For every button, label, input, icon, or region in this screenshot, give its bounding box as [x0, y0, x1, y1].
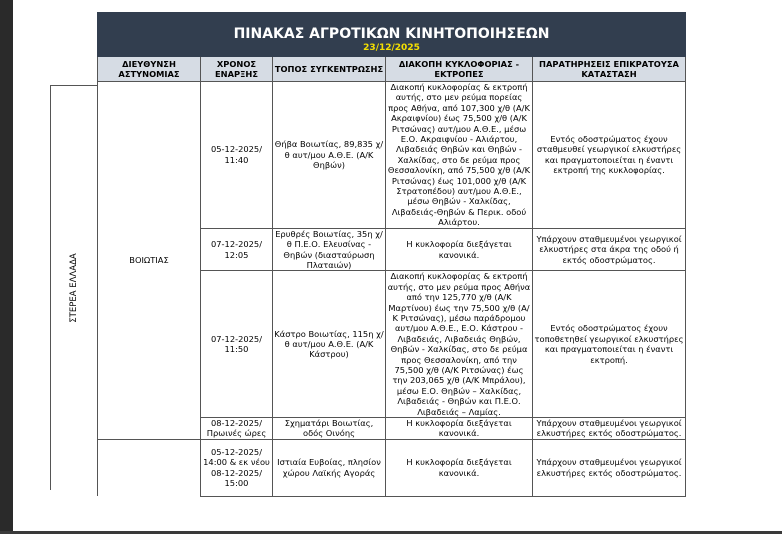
- place-cell: Σχηματάρι Βοιωτίας, οδός Οινόης: [272, 417, 386, 440]
- notes-cell: Υπάρχουν σταθμευμένοι γεωργικοί ελκυστήρ…: [531, 227, 687, 272]
- place-cell: Ιστιαία Ευβοίας, πλησίον χώρου Λαϊκής Αγ…: [272, 438, 386, 497]
- time-cell: 08-12-2025/ Πρωινές ώρες: [200, 417, 273, 440]
- header-traffic: ΔΙΑΚΟΠΗ ΚΥΚΛΟΦΟΡΙΑΣ - ΕΚΤΡΟΠΕΣ: [385, 56, 533, 82]
- notes-cell: Εντός οδοστρώματος έχουν σταθμευθεί γεωρ…: [531, 81, 687, 229]
- table-row: 07-12-2025/ 11:50 Κάστρο Βοιωτίας, 115η …: [98, 270, 687, 418]
- notes-cell: Υπάρχουν σταθμευμένοι γεωργικοί ελκυστήρ…: [531, 438, 687, 497]
- table-row: ΒΟΙΩΤΙΑΣ 05-12-2025/ 11:40 Θήβα Βοιωτίας…: [97, 81, 687, 440]
- header-location: ΤΟΠΟΣ ΣΥΓΚΕΝΤΡΩΣΗΣ: [272, 56, 386, 82]
- place-cell: Κάστρο Βοιωτίας, 115η χ/θ αυτ/μου Α.Θ.Ε.…: [272, 270, 386, 418]
- notes-cell: Εντός οδοστρώματος έχουν τοποθετηθεί γεω…: [531, 270, 687, 418]
- region-cell: ΣΤΕΡΕΑ ΕΛΛΑΔΑ: [50, 85, 97, 490]
- header-row: ΔΙΕΥΘΥΝΣΗ ΑΣΤΥΝΟΜΙΑΣ ΧΡΟΝΟΣ ΕΝΑΡΞΗΣ ΤΟΠΟ…: [97, 56, 687, 82]
- farmer-mobilizations-table: ΠΙΝΑΚΑΣ ΑΓΡΟΤΙΚΩΝ ΚΙΝΗΤΟΠΟΙΗΣΕΩΝ 23/12/2…: [96, 12, 687, 497]
- directorate-cell: ΒΟΙΩΤΙΑΣ: [97, 81, 201, 440]
- table-row: 05-12-2025/ 14:00 & εκ νέου 08-12-2025/ …: [97, 438, 687, 497]
- place-cell: Θήβα Βοιωτίας, 89,835 χ/θ αυτ/μου Α.Θ.Ε.…: [272, 81, 386, 229]
- traffic-cell: Η κυκλοφορία διεξάγεται κανονικά.: [385, 438, 533, 497]
- traffic-cell: Διακοπή κυκλοφορίας & εκτροπή αυτής, στο…: [385, 81, 533, 229]
- traffic-cell: Διακοπή κυκλοφορίας & εκτροπή αυτής, στο…: [385, 270, 533, 418]
- table-row: 07-12-2025/ 12:05 Ερυθρές Βοιωτίας, 35η …: [98, 227, 687, 272]
- header-directorate: ΔΙΕΥΘΥΝΣΗ ΑΣΤΥΝΟΜΙΑΣ: [97, 56, 201, 82]
- time-cell: 07-12-2025/ 12:05: [200, 227, 273, 272]
- table-date: 23/12/2025: [96, 39, 687, 57]
- time-cell: 05-12-2025/ 11:40: [200, 81, 273, 229]
- header-start-time: ΧΡΟΝΟΣ ΕΝΑΡΞΗΣ: [200, 56, 273, 82]
- table-row: 08-12-2025/ Πρωινές ώρες Σχηματάρι Βοιωτ…: [98, 417, 687, 440]
- header-notes: ΠΑΡΑΤΗΡΗΣΕΙΣ ΕΠΙΚΡΑΤΟΥΣΑ ΚΑΤΑΣΤΑΣΗ: [531, 56, 687, 82]
- directorate-cell-empty: [97, 438, 201, 497]
- traffic-cell: Η κυκλοφορία διεξάγεται κανονικά.: [385, 417, 533, 440]
- table-title: ΠΙΝΑΚΑΣ ΑΓΡΟΤΙΚΩΝ ΚΙΝΗΤΟΠΟΙΗΣΕΩΝ: [96, 12, 687, 40]
- region-label: ΣΤΕΡΕΑ ΕΛΛΑΔΑ: [69, 253, 79, 323]
- traffic-cell: Η κυκλοφορία διεξάγεται κανονικά.: [385, 227, 533, 272]
- window-frame-bottom: [0, 531, 782, 534]
- place-cell: Ερυθρές Βοιωτίας, 35η χ/θ Π.Ε.Ο. Ελευσίν…: [272, 227, 386, 272]
- window-frame-left: [0, 0, 13, 534]
- time-cell: 07-12-2025/ 11:50: [200, 270, 273, 418]
- notes-cell: Υπάρχουν σταθμευμένοι γεωργικοί ελκυστήρ…: [531, 417, 687, 440]
- time-cell: 05-12-2025/ 14:00 & εκ νέου 08-12-2025/ …: [200, 438, 273, 497]
